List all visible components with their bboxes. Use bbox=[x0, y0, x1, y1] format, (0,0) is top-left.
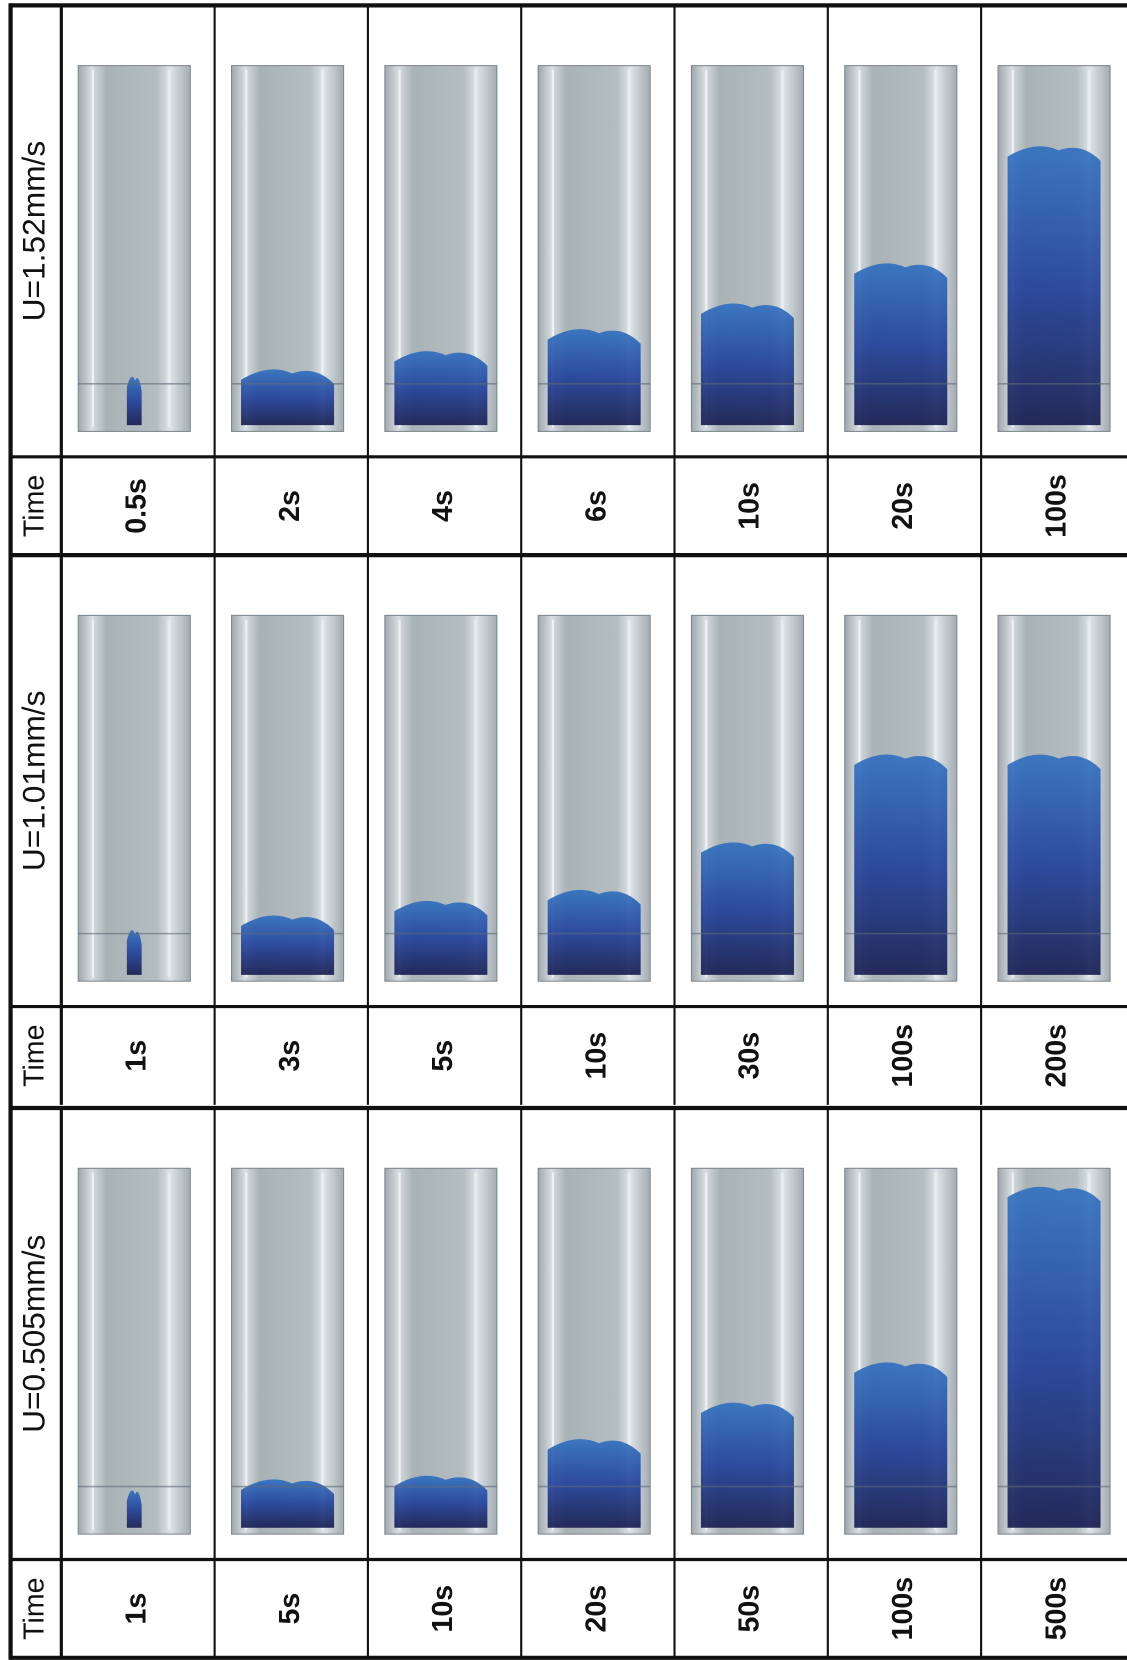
dye-plume bbox=[548, 329, 641, 425]
tube-photo bbox=[691, 66, 803, 432]
tube-photo bbox=[998, 66, 1110, 432]
dye-plume bbox=[854, 1362, 947, 1527]
dye-plume bbox=[394, 1476, 487, 1528]
dye-plume bbox=[1008, 1187, 1101, 1528]
time-header: Time bbox=[18, 1025, 50, 1087]
time-label: 5s bbox=[274, 1593, 306, 1625]
time-header: Time bbox=[18, 1577, 50, 1639]
tube-photo bbox=[538, 1168, 650, 1534]
tube-photo bbox=[78, 66, 190, 432]
time-label: 200s bbox=[1040, 1024, 1072, 1087]
tube-photo bbox=[385, 1168, 497, 1534]
dye-plume bbox=[854, 755, 947, 975]
tube-photo bbox=[232, 66, 344, 432]
tube-photo bbox=[232, 615, 344, 981]
dye-plume bbox=[548, 1439, 641, 1528]
dye-plume bbox=[394, 901, 487, 975]
time-label: 1s bbox=[121, 1040, 153, 1072]
time-label: 10s bbox=[427, 1585, 459, 1633]
time-label: 1s bbox=[121, 1593, 153, 1625]
dye-plume bbox=[127, 1490, 142, 1527]
tube-body bbox=[78, 615, 190, 981]
dye-plume bbox=[701, 304, 794, 426]
tube-photo bbox=[78, 615, 190, 981]
time-label: 0.5s bbox=[121, 478, 153, 534]
time-label: 3s bbox=[274, 1040, 306, 1072]
tube-photo bbox=[538, 66, 650, 432]
page: U=1.52mm/s Time 0.5s 2s 4s 6s 10s 20s 100s U=1.01… bbox=[0, 0, 1127, 1660]
time-header: Time bbox=[18, 475, 50, 537]
tube-photo bbox=[691, 615, 803, 981]
dye-plume bbox=[241, 916, 334, 975]
tube-body bbox=[78, 66, 190, 432]
dye-plume bbox=[854, 263, 947, 425]
tube-photo bbox=[78, 1168, 190, 1534]
time-label: 100s bbox=[1040, 474, 1072, 537]
time-label: 50s bbox=[734, 1585, 766, 1633]
velocity-label: U=1.52mm/s bbox=[15, 141, 51, 322]
time-label: 4s bbox=[427, 490, 459, 522]
dye-plume bbox=[241, 369, 334, 425]
dye-plume bbox=[701, 842, 794, 974]
dye-plume bbox=[394, 351, 487, 425]
tube-photo bbox=[385, 66, 497, 432]
time-label: 2s bbox=[274, 490, 306, 522]
tube-photo bbox=[385, 615, 497, 981]
time-label: 20s bbox=[580, 1585, 612, 1633]
tube-photo bbox=[998, 615, 1110, 981]
time-label: 100s bbox=[887, 1024, 919, 1087]
dye-plume bbox=[1008, 755, 1101, 975]
time-label: 6s bbox=[580, 490, 612, 522]
tube-photo bbox=[232, 1168, 344, 1534]
time-label: 5s bbox=[427, 1040, 459, 1072]
tube-photo bbox=[845, 615, 957, 981]
time-label: 20s bbox=[887, 482, 919, 530]
tube-body bbox=[232, 1168, 344, 1534]
tube-body bbox=[78, 1168, 190, 1534]
dye-plume bbox=[548, 890, 641, 975]
time-label: 30s bbox=[734, 1032, 766, 1080]
time-label: 100s bbox=[887, 1577, 919, 1640]
time-label: 10s bbox=[734, 482, 766, 530]
velocity-label: U=0.505mm/s bbox=[15, 1235, 51, 1433]
time-label: 10s bbox=[580, 1032, 612, 1080]
tube-photo bbox=[845, 66, 957, 432]
time-label: 500s bbox=[1040, 1577, 1072, 1640]
dye-plume bbox=[701, 1403, 794, 1528]
tube-photo bbox=[845, 1168, 957, 1534]
velocity-label: U=1.01mm/s bbox=[15, 691, 51, 872]
dye-plume bbox=[127, 930, 142, 975]
tube-photo bbox=[998, 1168, 1110, 1534]
tube-photo bbox=[691, 1168, 803, 1534]
tube-photo bbox=[538, 615, 650, 981]
figure-table: U=1.52mm/s Time 0.5s 2s 4s 6s 10s 20s 100s U=1.01… bbox=[0, 0, 1127, 1660]
